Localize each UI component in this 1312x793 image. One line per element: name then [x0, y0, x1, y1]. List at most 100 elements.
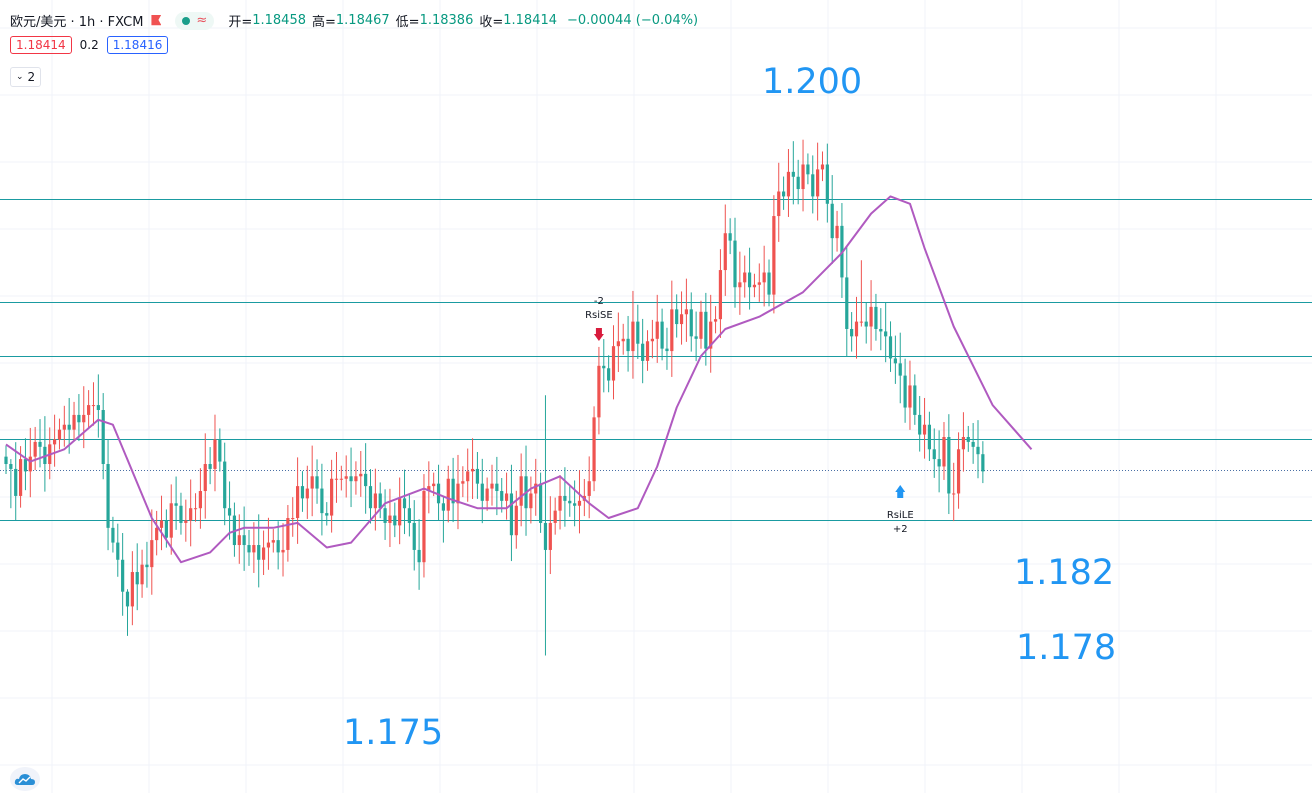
- candle-body: [835, 225, 839, 239]
- sell-price-button[interactable]: 1.18414: [10, 36, 72, 54]
- chevron-down-icon: ⌄: [16, 72, 24, 82]
- candle-body: [111, 527, 115, 543]
- candle-body: [888, 336, 893, 359]
- candle-body: [961, 437, 966, 450]
- candle-body: [854, 321, 859, 337]
- low-value: 1.18386: [419, 13, 474, 28]
- candle-body: [349, 476, 353, 482]
- candle-body: [373, 493, 377, 509]
- candle-body: [660, 321, 664, 349]
- candle-body: [213, 439, 217, 469]
- candle-body: [884, 331, 888, 337]
- candle-body: [684, 309, 688, 315]
- candle-body: [417, 549, 421, 563]
- candle-body: [869, 306, 873, 327]
- candle-body: [470, 468, 475, 472]
- candle-body: [475, 468, 480, 484]
- candle-body: [53, 439, 57, 445]
- candle-body: [893, 358, 897, 364]
- signal-short-qty: -2: [594, 296, 604, 307]
- level-label-1200: 1.200: [762, 62, 863, 102]
- candle-body: [150, 540, 154, 568]
- candle-body: [602, 365, 606, 369]
- candle-body: [227, 508, 232, 516]
- flag-icon[interactable]: [151, 14, 162, 26]
- buy-price-button[interactable]: 1.18416: [106, 36, 169, 54]
- candle-body: [14, 468, 18, 496]
- wave-icon: ≈: [196, 13, 208, 28]
- candle-body: [529, 493, 533, 509]
- candle-body: [738, 282, 742, 288]
- candle-body: [383, 508, 387, 523]
- candle-body: [57, 429, 62, 440]
- candle-body: [28, 456, 32, 472]
- candle-body: [106, 464, 110, 528]
- candle-body: [242, 535, 246, 546]
- candle-body: [509, 493, 514, 536]
- candle-body: [597, 365, 601, 418]
- candle-body: [942, 437, 946, 467]
- candle-body: [208, 464, 212, 469]
- candle-body: [121, 559, 125, 592]
- candle-body: [913, 385, 917, 415]
- candle-body: [490, 483, 494, 489]
- candle-body: [461, 481, 465, 484]
- candle-body: [553, 510, 557, 523]
- signal-long-label: RsiLE: [887, 510, 914, 521]
- high-value: 1.18467: [335, 13, 390, 28]
- candle-body: [364, 473, 368, 487]
- candle-body: [806, 164, 810, 175]
- candle-body: [811, 174, 815, 197]
- symbol-title[interactable]: 欧元/美元 · 1h · FXCM: [10, 15, 144, 30]
- candle-body: [927, 424, 931, 450]
- candle-body: [33, 441, 37, 457]
- candle-body: [334, 478, 339, 480]
- candle-body: [495, 483, 499, 492]
- candle-body: [198, 491, 202, 509]
- candle-body: [786, 171, 791, 197]
- candle-body: [645, 341, 650, 361]
- candle-body: [636, 321, 640, 344]
- candle-body: [77, 414, 81, 423]
- indicators-toggle-button[interactable]: ⌄ 2: [10, 67, 42, 87]
- candle-body: [169, 503, 173, 538]
- candle-body: [733, 240, 737, 288]
- candle-body: [548, 522, 552, 550]
- candle-body: [845, 277, 849, 329]
- candle-body: [743, 272, 747, 283]
- open-value: 1.18458: [252, 13, 306, 28]
- candle-body: [388, 515, 392, 523]
- signal-short-label: RsiSE: [585, 310, 613, 321]
- candle-body: [879, 328, 883, 332]
- candle-body: [87, 405, 91, 415]
- candle-body: [641, 343, 645, 361]
- candle-body: [777, 191, 781, 217]
- signal-short-arrow-icon: [593, 328, 604, 341]
- candle-body: [135, 572, 139, 585]
- market-status-pill[interactable]: ≈: [175, 11, 215, 30]
- level-label-1182: 1.182: [1014, 553, 1115, 593]
- candle-body: [184, 520, 188, 523]
- logo-badge[interactable]: [10, 767, 40, 791]
- candle-body: [116, 542, 120, 560]
- candle-body: [300, 486, 305, 499]
- candle-body: [271, 540, 275, 543]
- candle-body: [72, 414, 76, 430]
- candle-body: [480, 483, 484, 501]
- candle-body: [694, 336, 698, 339]
- candle-body: [908, 385, 912, 408]
- candle-body: [101, 410, 105, 465]
- candle-body: [971, 441, 975, 447]
- candle-body: [325, 513, 329, 516]
- candle-body: [796, 176, 800, 190]
- candle-body: [193, 508, 198, 510]
- candle-body: [563, 495, 567, 501]
- candle-body: [650, 338, 654, 342]
- candle-body: [402, 498, 407, 509]
- candle-body: [981, 454, 985, 472]
- candle-body: [237, 535, 241, 546]
- candle-body: [485, 488, 489, 501]
- candle-body: [330, 478, 334, 516]
